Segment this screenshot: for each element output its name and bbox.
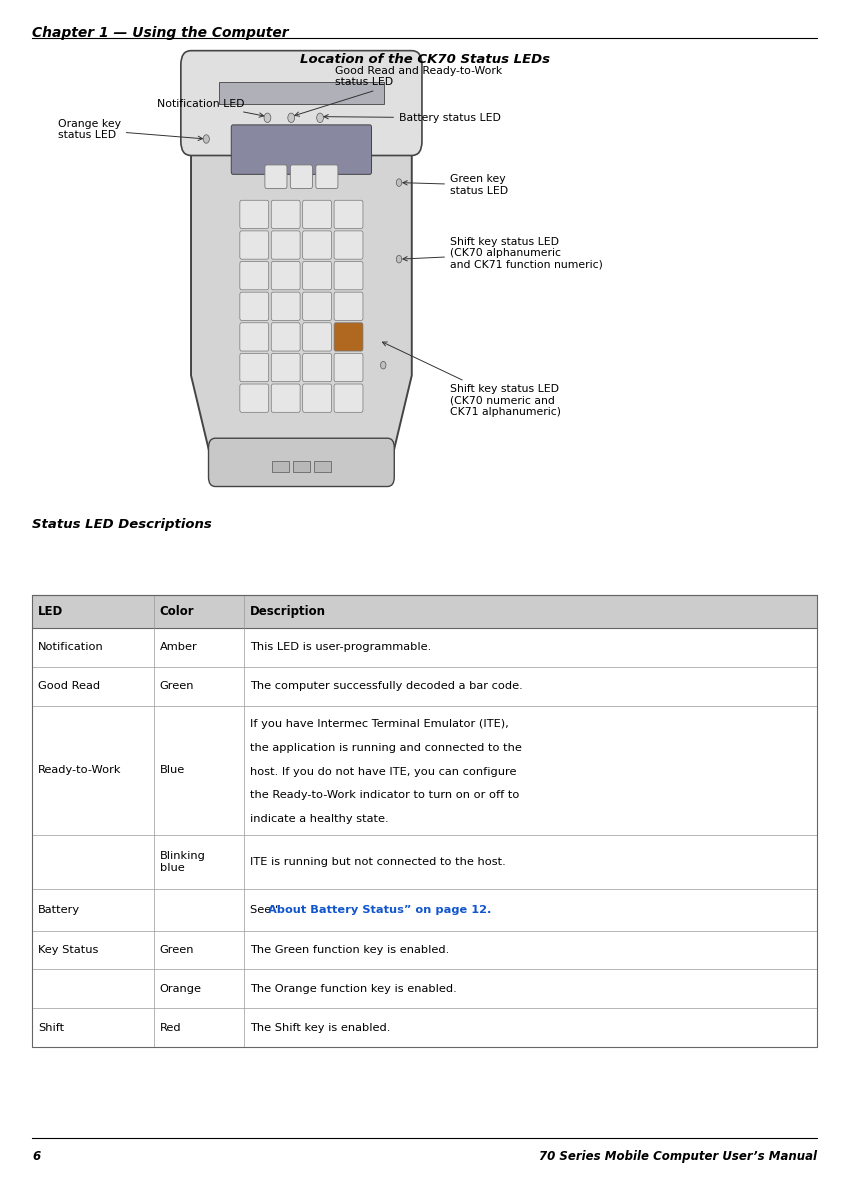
Text: Status LED Descriptions: Status LED Descriptions — [32, 518, 212, 531]
Circle shape — [396, 256, 402, 263]
Text: Color: Color — [160, 604, 194, 618]
FancyBboxPatch shape — [271, 231, 300, 259]
Bar — [32, 931, 817, 969]
FancyBboxPatch shape — [302, 200, 331, 229]
Bar — [32, 889, 817, 931]
Text: Chapter 1 — Using the Computer: Chapter 1 — Using the Computer — [32, 26, 289, 40]
Text: Notification: Notification — [38, 642, 104, 653]
FancyBboxPatch shape — [265, 165, 287, 188]
Text: Blue: Blue — [160, 766, 185, 775]
Text: indicate a healthy state.: indicate a healthy state. — [250, 814, 389, 823]
FancyBboxPatch shape — [271, 353, 300, 382]
Text: Shift key status LED
(CK70 numeric and
CK71 alphanumeric): Shift key status LED (CK70 numeric and C… — [383, 342, 561, 417]
Text: Notification LED: Notification LED — [157, 99, 264, 117]
FancyBboxPatch shape — [302, 323, 331, 351]
FancyBboxPatch shape — [239, 292, 268, 320]
FancyBboxPatch shape — [302, 353, 331, 382]
Text: Good Read and Ready-to-Work
status LED: Good Read and Ready-to-Work status LED — [295, 66, 503, 117]
FancyBboxPatch shape — [271, 200, 300, 229]
Text: Green key
status LED: Green key status LED — [403, 174, 508, 196]
FancyBboxPatch shape — [271, 384, 300, 412]
Text: Red: Red — [160, 1023, 182, 1033]
Bar — [32, 969, 817, 1008]
Circle shape — [380, 362, 386, 369]
FancyBboxPatch shape — [231, 125, 372, 174]
FancyBboxPatch shape — [334, 353, 363, 382]
Text: the application is running and connected to the: the application is running and connected… — [250, 743, 522, 753]
Bar — [32, 706, 817, 835]
Text: host. If you do not have ITE, you can configure: host. If you do not have ITE, you can co… — [250, 767, 516, 776]
Bar — [314, 461, 331, 472]
FancyBboxPatch shape — [239, 384, 268, 412]
Text: Orange key
status LED: Orange key status LED — [58, 119, 202, 140]
Text: ITE is running but not connected to the host.: ITE is running but not connected to the … — [250, 858, 506, 867]
FancyBboxPatch shape — [334, 231, 363, 259]
FancyBboxPatch shape — [302, 384, 331, 412]
Text: Blinking
blue: Blinking blue — [160, 852, 205, 873]
Circle shape — [317, 113, 323, 123]
Text: The Shift key is enabled.: The Shift key is enabled. — [250, 1023, 391, 1033]
Text: Orange: Orange — [160, 984, 202, 994]
Text: The Green function key is enabled.: The Green function key is enabled. — [250, 945, 449, 955]
FancyBboxPatch shape — [271, 292, 300, 320]
FancyBboxPatch shape — [239, 323, 268, 351]
FancyBboxPatch shape — [316, 165, 338, 188]
Text: Shift: Shift — [38, 1023, 65, 1033]
Text: Amber: Amber — [160, 642, 198, 653]
FancyBboxPatch shape — [302, 262, 331, 290]
Bar — [32, 835, 817, 889]
Text: Location of the CK70 Status LEDs: Location of the CK70 Status LEDs — [300, 53, 549, 66]
Circle shape — [396, 179, 402, 186]
Bar — [272, 461, 289, 472]
Text: the Ready-to-Work indicator to turn on or off to: the Ready-to-Work indicator to turn on o… — [250, 790, 520, 800]
Text: 6: 6 — [32, 1150, 41, 1163]
Text: About Battery Status” on page 12.: About Battery Status” on page 12. — [268, 905, 492, 915]
FancyBboxPatch shape — [181, 51, 422, 155]
FancyBboxPatch shape — [334, 292, 363, 320]
Text: Shift key status LED
(CK70 alphanumeric
and CK71 function numeric): Shift key status LED (CK70 alphanumeric … — [403, 237, 603, 270]
FancyBboxPatch shape — [290, 165, 312, 188]
Text: 70 Series Mobile Computer User’s Manual: 70 Series Mobile Computer User’s Manual — [539, 1150, 817, 1163]
Bar — [293, 461, 310, 472]
Bar — [32, 595, 817, 1047]
Circle shape — [288, 113, 295, 123]
Circle shape — [264, 113, 271, 123]
Bar — [32, 595, 817, 628]
FancyBboxPatch shape — [334, 262, 363, 290]
Text: LED: LED — [38, 604, 64, 618]
Text: Key Status: Key Status — [38, 945, 98, 955]
Bar — [32, 1008, 817, 1047]
Text: Good Read: Good Read — [38, 681, 100, 691]
FancyBboxPatch shape — [239, 200, 268, 229]
Bar — [32, 628, 817, 667]
Text: Battery status LED: Battery status LED — [324, 113, 501, 123]
Text: The Orange function key is enabled.: The Orange function key is enabled. — [250, 984, 457, 994]
Text: Ready-to-Work: Ready-to-Work — [38, 766, 121, 775]
Text: Description: Description — [250, 604, 326, 618]
FancyBboxPatch shape — [302, 292, 331, 320]
Text: This LED is user-programmable.: This LED is user-programmable. — [250, 642, 431, 653]
Bar — [32, 667, 817, 706]
Text: Green: Green — [160, 945, 194, 955]
Text: If you have Intermec Terminal Emulator (ITE),: If you have Intermec Terminal Emulator (… — [250, 720, 509, 729]
FancyBboxPatch shape — [271, 323, 300, 351]
FancyBboxPatch shape — [334, 384, 363, 412]
FancyBboxPatch shape — [271, 262, 300, 290]
FancyBboxPatch shape — [334, 323, 363, 351]
Circle shape — [203, 134, 210, 144]
Text: Battery: Battery — [38, 905, 81, 915]
FancyBboxPatch shape — [239, 262, 268, 290]
FancyBboxPatch shape — [209, 438, 394, 487]
FancyBboxPatch shape — [302, 231, 331, 259]
FancyBboxPatch shape — [239, 231, 268, 259]
Polygon shape — [191, 71, 412, 477]
Text: See “: See “ — [250, 905, 281, 915]
FancyBboxPatch shape — [239, 353, 268, 382]
FancyBboxPatch shape — [334, 200, 363, 229]
Text: The computer successfully decoded a bar code.: The computer successfully decoded a bar … — [250, 681, 523, 691]
Bar — [218, 82, 384, 104]
Text: Green: Green — [160, 681, 194, 691]
